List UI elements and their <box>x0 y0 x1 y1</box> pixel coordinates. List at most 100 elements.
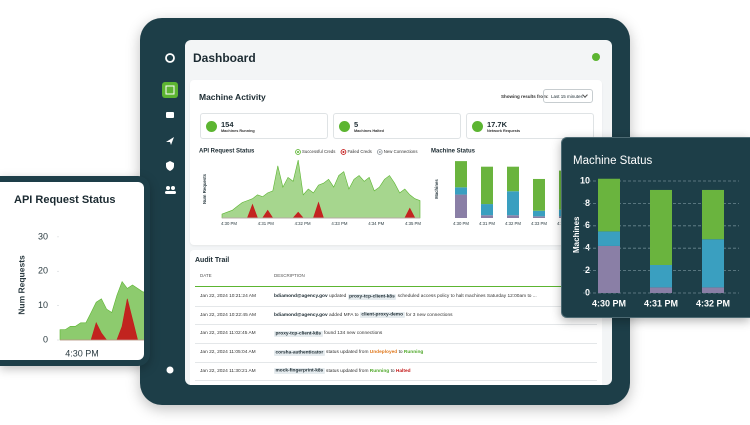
nav-machines[interactable] <box>166 112 174 118</box>
y-tick-label: 6 <box>585 220 590 230</box>
y-axis-label: Machines <box>434 179 439 199</box>
tablet-frame: Dashboard Machine Activity Showing results… <box>140 18 630 405</box>
row-date: Jan 22, 2024 10:22:45 AM <box>200 312 257 318</box>
nav-send[interactable] <box>166 137 174 145</box>
bar-segment <box>481 204 493 216</box>
legend-marker <box>340 149 347 155</box>
description-segment: client-proxy-demo <box>359 312 405 319</box>
audit-row: Jan 22, 2024 11:02:45 AM proxy-tcp-client… <box>195 325 597 345</box>
logo-icon <box>165 53 175 63</box>
x-tick-label: 4:31 PM <box>644 298 678 308</box>
y-axis-label: Num Requests <box>202 173 207 204</box>
row-description: proxy-tcp-client-k8s found 134 new conne… <box>274 325 382 343</box>
chart: Machine Status 0 2 4 6 8 10 4:30 PM 4:31 PM 4:32 … <box>572 155 739 308</box>
description-segment: mock-fingerprint-k8s <box>274 368 325 375</box>
audit-trail-card: Audit Trail DATE DESCRIPTION Jan 22, 2024 1… <box>190 250 602 385</box>
x-tick-label: 4:32 PM <box>696 298 730 308</box>
description-segment: updated <box>327 294 348 299</box>
nav-users[interactable] <box>166 186 170 190</box>
bar-segment <box>650 287 672 293</box>
range-dropdown[interactable]: Last 15 minutes <box>543 89 593 103</box>
description-segment: added MFA to <box>327 312 360 318</box>
y-tick-label: 30 <box>38 231 48 241</box>
stat-icon <box>339 121 350 132</box>
x-tick-label: 4:33 PM <box>531 221 547 226</box>
stat-icon <box>206 121 217 132</box>
bar-segment <box>598 245 620 293</box>
x-tick-label: 4:30 PM <box>453 221 469 226</box>
description-segment: status updated from <box>324 350 370 356</box>
bar-segment <box>455 187 467 195</box>
bar-segment <box>455 194 467 218</box>
row-date: Jan 22, 2024 11:30:21 AM <box>200 368 256 374</box>
bar-segment <box>507 215 519 218</box>
audit-row: Jan 22, 2024 10:22:45 AM bdiamond@agency.… <box>195 307 597 326</box>
range-value: Last 15 minutes <box>551 94 583 99</box>
y-tick-label: 10 <box>580 175 590 185</box>
nav-users-body <box>165 191 176 194</box>
x-tick-label: 4:30 PM <box>592 298 626 308</box>
description-segment: Running <box>403 350 424 356</box>
bar-segment <box>481 215 493 218</box>
y-tick-label: 10 <box>38 300 48 310</box>
api-request-card: API Request Status 0 10 20 30 4:30 PM Num Requ… <box>0 176 150 366</box>
stat-label: Network Requests <box>487 129 521 133</box>
chart: API Request Status Machine Status Successf… <box>199 149 573 227</box>
x-tick-label: 4:31 PM <box>479 221 495 226</box>
x-tick-label: 4:33 PM <box>331 221 347 226</box>
bar-segment <box>598 231 620 246</box>
header-rule <box>195 286 597 288</box>
legend-marker-dot <box>378 151 381 153</box>
description-segment: to <box>389 368 396 374</box>
y-tick-label: 2 <box>585 265 590 275</box>
audit-row: Jan 22, 2024 10:21:24 AM bdiamond@agency.… <box>195 288 597 307</box>
nav-shield[interactable] <box>166 161 174 171</box>
description-segment: to <box>397 350 404 356</box>
stat-value: 17.7K <box>487 120 508 129</box>
description-segment: Undeployed <box>369 350 398 356</box>
description-segment: found 134 new connections <box>322 331 383 337</box>
stat-value: 5 <box>354 120 359 129</box>
y-tick-label: 20 <box>38 266 48 276</box>
nav-dashboard[interactable] <box>162 82 178 98</box>
legend-label: New Connections <box>384 149 418 154</box>
bar-segment <box>533 178 545 211</box>
nav-dashboard-glyph <box>165 85 175 95</box>
x-tick-label: 4:32 PM <box>505 221 521 226</box>
audit-row: Jan 22, 2024 11:05:04 AM corsha-authentic… <box>195 344 597 363</box>
legend-marker-dot <box>342 151 345 153</box>
screen: Dashboard Machine Activity Showing results… <box>185 40 612 385</box>
description-segment: bdiamond@agency.gov <box>274 312 328 318</box>
row-description: corsha-authenticator status updated from… <box>274 344 423 362</box>
bar-segment <box>455 161 467 188</box>
nav-help[interactable] <box>166 366 174 374</box>
y-axis-label: Machines <box>572 216 581 253</box>
bar-segment <box>507 191 519 216</box>
bar-segment <box>702 239 724 288</box>
bar-segment <box>533 210 545 217</box>
area-series <box>221 159 421 219</box>
stat-card: 154 Machines Running <box>200 113 328 139</box>
row-date: Jan 22, 2024 11:05:04 AM <box>200 350 256 356</box>
legend-marker-dot <box>297 151 299 153</box>
column-header: DESCRIPTION <box>274 273 305 278</box>
card-title: API Request Status <box>14 194 115 206</box>
x-tick-label: 4:34 PM <box>368 221 384 226</box>
description-segment: bdiamond@agency.gov <box>274 294 328 299</box>
legend-marker <box>376 149 383 155</box>
legend-label: Successful Creds <box>302 149 335 154</box>
description-segment: scheduled access policy to halt machines… <box>396 294 537 299</box>
section-title: Audit Trail <box>195 257 230 264</box>
y-axis-label: Num Requests <box>16 255 26 315</box>
stat-card: 17.7K Network Requests <box>466 113 594 139</box>
card-title: Machine Activity <box>199 92 266 102</box>
machine-status-card: Machine Status 0 2 4 6 8 10 4:30 PM 4:31 PM 4:32 … <box>561 137 750 318</box>
bar-segment <box>702 287 724 293</box>
x-tick-label: 4:30 PM <box>65 348 99 358</box>
stat-label: Machines Halted <box>354 129 384 133</box>
x-tick-label: 4:35 PM <box>405 221 421 226</box>
chart: API Request Status 0 10 20 30 4:30 PM Num Requ… <box>14 194 144 358</box>
column-header: DATE <box>200 273 212 278</box>
y-tick-label: 0 <box>43 334 48 344</box>
x-tick-label: 4:31 PM <box>258 221 274 226</box>
